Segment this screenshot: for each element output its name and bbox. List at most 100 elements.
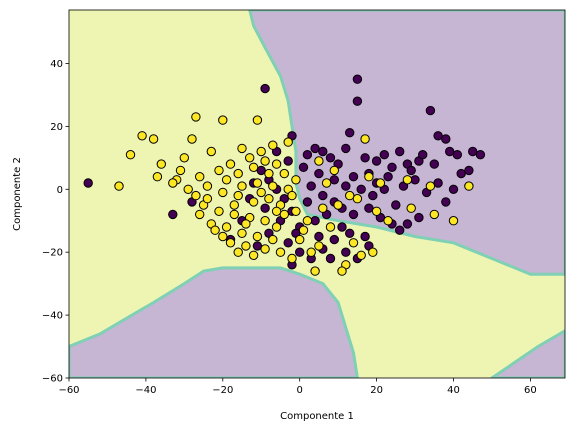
decision-regions — [69, 10, 565, 378]
point-class-0 — [456, 168, 466, 179]
point-class-1 — [364, 172, 374, 182]
point-class-0 — [168, 209, 178, 220]
point-class-1 — [237, 181, 247, 191]
point-class-0 — [356, 184, 366, 195]
point-class-0 — [475, 150, 486, 160]
point-class-1 — [252, 231, 263, 242]
point-class-0 — [345, 228, 355, 239]
point-class-1 — [406, 203, 416, 213]
x-tick-label: 20 — [370, 385, 383, 396]
point-class-1 — [225, 238, 236, 248]
point-class-1 — [287, 253, 297, 264]
point-class-1 — [264, 194, 274, 204]
point-class-0 — [325, 253, 336, 264]
y-axis-ticks: −60 −40 −20 0 20 40 — [42, 59, 69, 385]
point-class-1 — [218, 187, 228, 198]
point-class-0 — [345, 128, 355, 138]
point-class-0 — [341, 247, 351, 257]
point-class-0 — [464, 165, 474, 176]
point-class-0 — [337, 222, 347, 232]
point-class-1 — [202, 194, 213, 204]
point-class-1 — [279, 168, 289, 179]
point-class-0 — [318, 146, 328, 157]
point-class-1 — [191, 190, 201, 201]
point-class-1 — [356, 250, 366, 261]
point-class-1 — [210, 225, 220, 235]
point-class-1 — [321, 178, 332, 188]
point-class-1 — [195, 172, 205, 182]
decision-region-3 — [490, 329, 565, 378]
decision-region-1 — [248, 10, 565, 276]
point-class-1 — [241, 219, 251, 229]
point-class-1 — [218, 115, 228, 125]
point-class-1 — [402, 175, 413, 185]
point-class-1 — [237, 228, 247, 239]
y-tick-label: −60 — [42, 374, 63, 385]
point-class-1 — [214, 165, 224, 176]
point-class-0 — [302, 197, 313, 207]
point-class-1 — [291, 206, 301, 217]
point-class-1 — [310, 266, 320, 276]
point-class-0 — [418, 150, 428, 160]
point-class-0 — [325, 153, 336, 163]
point-class-0 — [425, 105, 436, 116]
point-class-1 — [245, 153, 255, 163]
point-class-1 — [248, 162, 259, 173]
point-class-0 — [441, 197, 451, 207]
y-tick-label: −40 — [42, 311, 63, 322]
point-class-0 — [306, 181, 316, 191]
point-class-1 — [268, 140, 278, 150]
point-class-0 — [341, 143, 351, 154]
point-class-1 — [264, 168, 274, 179]
point-class-1 — [152, 172, 163, 182]
point-class-0 — [395, 146, 405, 157]
point-class-1 — [260, 216, 270, 226]
point-class-1 — [168, 178, 178, 188]
point-class-1 — [271, 222, 282, 232]
point-class-1 — [268, 234, 278, 245]
point-class-0 — [298, 162, 309, 173]
point-class-1 — [237, 143, 247, 154]
point-class-1 — [252, 115, 263, 125]
point-class-1 — [333, 200, 343, 210]
y-tick-label: 0 — [57, 185, 63, 196]
point-class-1 — [271, 159, 282, 169]
point-class-0 — [260, 83, 270, 94]
point-class-0 — [433, 178, 443, 188]
point-class-1 — [352, 194, 363, 204]
point-class-0 — [360, 231, 370, 242]
point-class-1 — [283, 137, 293, 147]
point-class-0 — [348, 172, 359, 182]
point-class-1 — [218, 231, 228, 242]
x-tick-label: −20 — [212, 385, 233, 396]
point-class-1 — [271, 206, 282, 217]
point-class-0 — [445, 146, 455, 157]
point-class-1 — [287, 190, 297, 201]
point-class-1 — [225, 159, 236, 169]
point-class-0 — [433, 131, 443, 141]
point-class-0 — [414, 212, 424, 223]
point-class-1 — [206, 146, 217, 157]
point-class-0 — [391, 200, 401, 210]
point-class-0 — [448, 184, 459, 195]
point-class-0 — [441, 134, 451, 144]
point-class-1 — [337, 266, 347, 276]
point-class-1 — [252, 178, 263, 188]
x-tick-label: 0 — [297, 385, 303, 396]
point-class-1 — [375, 178, 386, 188]
x-tick-label: −60 — [58, 385, 79, 396]
x-tick-label: −40 — [135, 385, 156, 396]
point-class-0 — [329, 175, 339, 185]
point-class-1 — [191, 112, 201, 122]
point-class-0 — [310, 143, 320, 154]
point-class-0 — [395, 225, 405, 235]
point-class-0 — [318, 190, 328, 201]
point-class-1 — [383, 216, 393, 226]
point-class-1 — [368, 247, 378, 257]
x-tick-label: 40 — [447, 385, 460, 396]
point-class-0 — [429, 159, 439, 169]
point-class-1 — [229, 200, 240, 210]
point-class-0 — [310, 216, 320, 226]
point-class-0 — [329, 234, 339, 245]
